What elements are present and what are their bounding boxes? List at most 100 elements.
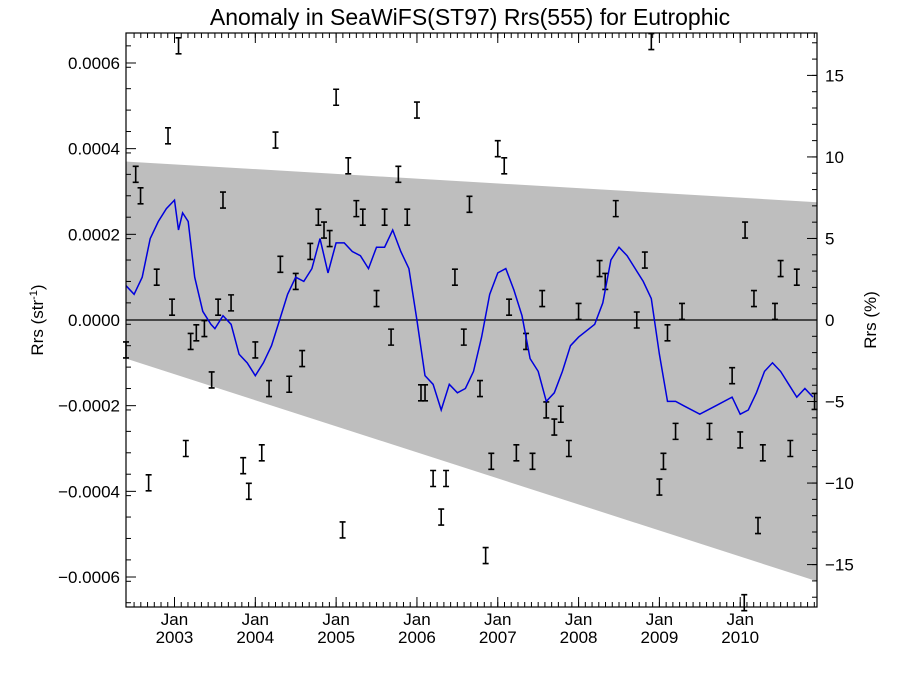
y-left-tick-label-2: 0.0002 <box>68 225 120 244</box>
error-bar-55 <box>513 443 520 462</box>
error-bar-80 <box>755 516 762 535</box>
error-bar-87 <box>741 593 748 612</box>
y-right-tick-label-6: −15 <box>825 556 854 575</box>
error-bar-31 <box>339 521 346 539</box>
y-right-tick-label-4: −5 <box>825 393 844 412</box>
error-bar-28 <box>321 221 328 239</box>
error-bar-8 <box>182 439 189 458</box>
error-bar-71 <box>660 452 667 471</box>
y-axis-left-label-main: Rrs (str <box>28 300 47 356</box>
y-left-tick-label-6: −0.0006 <box>58 568 120 587</box>
error-bar-76 <box>729 366 736 385</box>
error-bar-24 <box>292 272 299 291</box>
error-bar-3 <box>145 473 152 492</box>
x-tick-year-2: 2005 <box>317 628 355 647</box>
error-bar-6 <box>169 298 176 316</box>
error-bar-33 <box>353 199 360 218</box>
y-right-tick-label-2: 5 <box>825 229 834 248</box>
x-tick-month-4: Jan <box>484 610 511 629</box>
x-tick-month-6: Jan <box>646 610 673 629</box>
error-bar-63 <box>575 302 582 321</box>
confidence-band <box>126 161 817 582</box>
error-bar-83 <box>777 259 784 278</box>
x-tick-year-4: 2007 <box>479 628 517 647</box>
error-bar-69 <box>648 32 655 51</box>
error-bar-49 <box>476 379 483 398</box>
x-tick-month-5: Jan <box>565 610 592 629</box>
error-bar-53 <box>501 156 508 175</box>
error-bar-72 <box>664 324 671 342</box>
error-bar-20 <box>266 379 273 398</box>
y-left-tick-label-1: 0.0004 <box>68 140 120 159</box>
error-bar-74 <box>679 302 686 321</box>
error-bar-67 <box>633 311 640 329</box>
y-right-tick-label-3: 0 <box>825 311 834 330</box>
error-bar-9 <box>187 332 194 351</box>
x-tick-year-6: 2009 <box>640 628 678 647</box>
x-tick-year-1: 2004 <box>236 628 274 647</box>
y-axis-left-label-superscript: -1 <box>28 290 40 300</box>
error-bar-17 <box>245 482 252 501</box>
y-right-tick-label-0: 15 <box>825 66 844 85</box>
error-bar-46 <box>451 268 458 286</box>
error-bar-37 <box>388 328 395 346</box>
error-bar-58 <box>539 289 546 308</box>
error-bar-52 <box>494 139 501 158</box>
error-bar-38 <box>395 165 402 184</box>
y-left-tick-label-5: −0.0004 <box>58 482 120 501</box>
error-bar-26 <box>307 242 314 261</box>
error-bar-78 <box>742 221 749 239</box>
error-bar-12 <box>208 371 215 389</box>
error-bar-79 <box>750 289 757 308</box>
y-left-tick-label-4: −0.0002 <box>58 397 120 416</box>
error-bar-22 <box>277 255 284 274</box>
plot-area: 0.0006 0.0004 0.0002 0.0000 −0.0002 −0.0004 −0… <box>58 32 854 647</box>
x-tick-month-7: Jan <box>727 610 754 629</box>
error-bar-11 <box>201 319 208 338</box>
error-bar-68 <box>641 251 648 269</box>
error-bar-15 <box>228 294 235 312</box>
error-bar-14 <box>219 191 226 209</box>
error-bar-1 <box>132 165 139 184</box>
error-bar-57 <box>529 452 536 471</box>
error-bar-21 <box>272 131 279 149</box>
x-tick-month-1: Jan <box>242 610 269 629</box>
error-bar-27 <box>315 208 322 226</box>
error-bar-50 <box>482 546 489 565</box>
error-bar-35 <box>373 289 380 308</box>
y-left-tick-label-3: 0.0000 <box>68 311 120 330</box>
x-tick-year-7: 2010 <box>721 628 759 647</box>
error-bar-66 <box>612 199 619 218</box>
error-bar-4 <box>153 268 160 286</box>
error-bar-2 <box>137 186 144 205</box>
error-bar-82 <box>771 302 778 321</box>
x-tick-year-0: 2003 <box>156 628 194 647</box>
error-bar-18 <box>252 341 259 359</box>
error-bar-32 <box>345 156 352 175</box>
error-bar-75 <box>706 422 713 441</box>
x-tick-year-5: 2008 <box>560 628 598 647</box>
error-bar-13 <box>215 298 222 316</box>
error-bar-81 <box>759 443 766 462</box>
error-bar-10 <box>193 324 200 342</box>
y-axis-left-label-close: ) <box>28 284 47 290</box>
x-tick-year-3: 2006 <box>398 628 436 647</box>
error-bar-51 <box>488 452 495 471</box>
error-bar-70 <box>656 478 663 496</box>
error-bar-48 <box>466 195 473 214</box>
error-bar-36 <box>381 208 388 226</box>
error-bar-85 <box>793 268 800 286</box>
error-bar-19 <box>258 443 265 462</box>
error-bar-47 <box>460 328 467 346</box>
error-bar-44 <box>438 508 445 526</box>
error-bar-60 <box>551 418 558 436</box>
error-bar-77 <box>737 431 744 449</box>
error-bar-40 <box>413 101 420 119</box>
error-bar-34 <box>359 208 366 226</box>
y-axis-left-label: Rrs (str-1) <box>28 284 47 355</box>
error-bar-39 <box>404 208 411 226</box>
error-bar-62 <box>565 439 572 458</box>
error-bar-73 <box>672 422 679 441</box>
error-bar-64 <box>596 259 603 278</box>
